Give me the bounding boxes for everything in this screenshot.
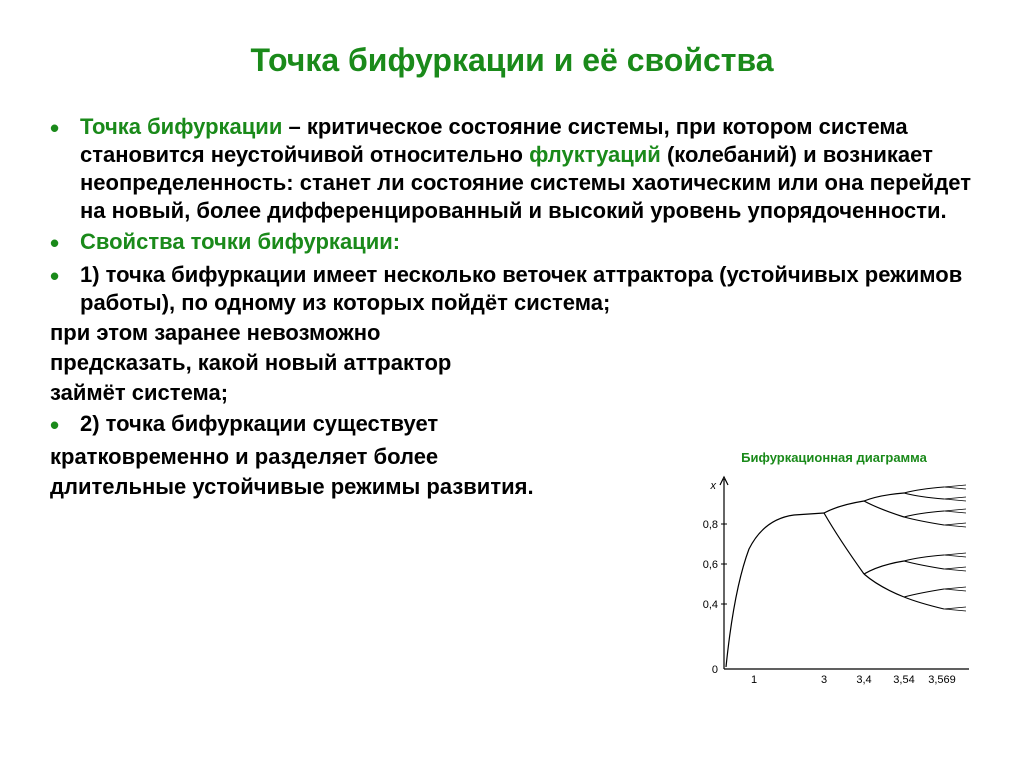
body-line: предсказать, какой новый аттрактор bbox=[50, 349, 974, 377]
properties-header: • Свойства точки бифуркации: bbox=[50, 228, 974, 259]
svg-text:0,4: 0,4 bbox=[703, 599, 718, 611]
svg-text:3,54: 3,54 bbox=[893, 674, 914, 686]
svg-text:3: 3 bbox=[821, 674, 827, 686]
svg-text:3,569: 3,569 bbox=[928, 674, 956, 686]
definition-item: • Точка бифуркации – критическое состоян… bbox=[50, 113, 974, 226]
body-line: при этом заранее невозможно bbox=[50, 319, 974, 347]
svg-text:0,6: 0,6 bbox=[703, 559, 718, 571]
bullet-icon: • bbox=[50, 113, 80, 226]
property-1: • 1) точка бифуркации имеет несколько ве… bbox=[50, 261, 974, 317]
body-line: займёт система; bbox=[50, 379, 974, 407]
bullet-icon: • bbox=[50, 261, 80, 317]
content-body: • Точка бифуркации – критическое состоян… bbox=[50, 113, 974, 501]
svg-text:0,8: 0,8 bbox=[703, 519, 718, 531]
svg-text:1: 1 bbox=[751, 674, 757, 686]
svg-text:x: x bbox=[710, 480, 717, 492]
svg-text:0: 0 bbox=[712, 664, 718, 676]
bullet-icon: • bbox=[50, 410, 80, 441]
page-title: Точка бифуркации и её свойства bbox=[50, 42, 974, 79]
diagram-svg: x 0,8 0,6 0,4 0 1 3 3,4 3,54 3,569 bbox=[694, 469, 974, 689]
diagram-caption: Бифуркационная диаграмма bbox=[694, 450, 974, 465]
bifurcation-diagram: Бифуркационная диаграмма x 0,8 0,6 0,4 0… bbox=[694, 450, 974, 689]
svg-text:3,4: 3,4 bbox=[856, 674, 871, 686]
term-fluctuation: флуктуаций bbox=[529, 142, 661, 167]
property-2: • 2) точка бифуркации существует bbox=[50, 410, 974, 441]
term-bifurcation: Точка бифуркации bbox=[80, 114, 282, 139]
bullet-icon: • bbox=[50, 228, 80, 259]
